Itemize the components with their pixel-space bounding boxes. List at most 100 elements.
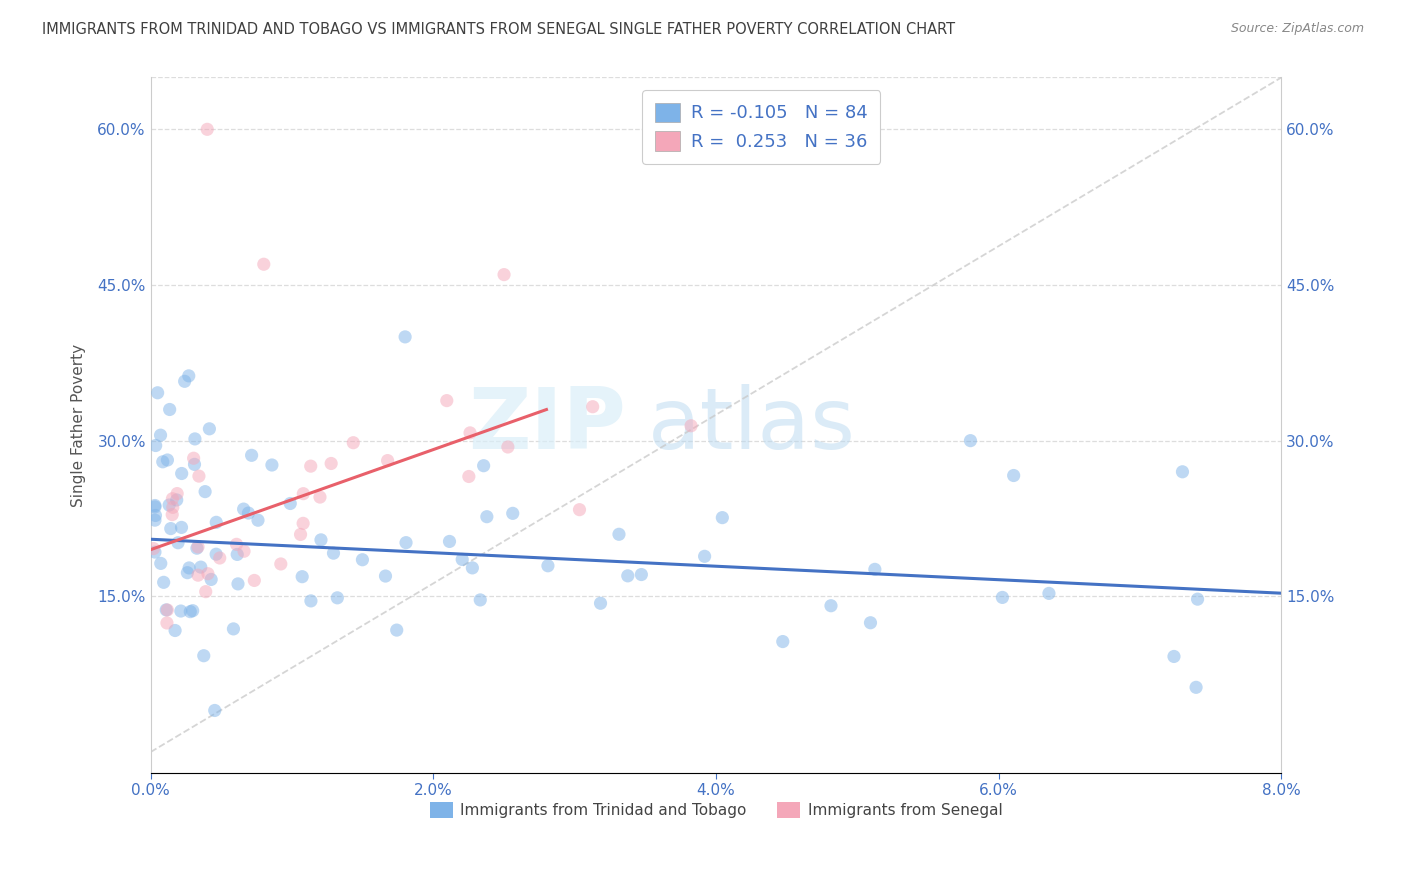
Point [222,622,245,636]
Point [187,540,209,554]
Point [193,648,215,663]
Point [152,575,174,590]
Point [1163,649,1185,664]
Point [183,451,205,466]
Point [352,553,374,567]
Y-axis label: Single Father Poverty: Single Father Poverty [72,343,86,507]
Point [260,458,283,472]
Point [451,552,474,566]
Point [292,516,315,531]
Point [155,603,177,617]
Point [159,522,181,536]
Point [152,455,174,469]
Point [292,486,315,500]
Point [187,469,209,483]
Point [502,507,524,521]
Point [240,448,263,462]
Point [170,604,193,618]
Point [1038,586,1060,600]
Point [309,533,332,547]
Point [156,453,179,467]
Legend: Immigrants from Trinidad and Tobago, Immigrants from Senegal: Immigrants from Trinidad and Tobago, Imm… [423,796,1008,824]
Point [470,593,492,607]
Point [1002,468,1025,483]
Point [156,603,179,617]
Point [200,573,222,587]
Point [299,594,322,608]
Point [177,368,200,383]
Point [166,486,188,500]
Point [395,535,418,549]
Point [377,453,399,467]
Point [711,510,734,524]
Point [820,599,842,613]
Point [326,591,349,605]
Point [187,568,209,582]
Point [475,509,498,524]
Point [166,492,188,507]
Point [589,596,612,610]
Point [246,513,269,527]
Point [179,605,201,619]
Text: ZIP: ZIP [468,384,626,467]
Text: Source: ZipAtlas.com: Source: ZipAtlas.com [1230,22,1364,36]
Point [142,541,165,556]
Point [156,615,179,630]
Point [184,432,207,446]
Point [859,615,882,630]
Point [226,548,249,562]
Point [537,558,560,573]
Point [582,400,605,414]
Point [170,467,193,481]
Point [162,500,184,515]
Point [322,546,344,560]
Point [159,402,181,417]
Point [496,440,519,454]
Point [299,459,322,474]
Text: IMMIGRANTS FROM TRINIDAD AND TOBAGO VS IMMIGRANTS FROM SENEGAL SINGLE FATHER POV: IMMIGRANTS FROM TRINIDAD AND TOBAGO VS I… [42,22,955,37]
Point [179,561,201,575]
Point [243,574,266,588]
Point [1187,592,1209,607]
Point [233,544,256,558]
Point [1185,681,1208,695]
Point [1171,465,1194,479]
Point [149,557,172,571]
Point [607,527,630,541]
Point [270,557,292,571]
Point [863,562,886,576]
Point [186,541,208,556]
Point [173,374,195,388]
Point [309,490,332,504]
Point [693,549,716,564]
Point [143,500,166,514]
Point [145,438,167,452]
Point [457,469,479,483]
Point [205,547,228,561]
Point [253,257,276,271]
Text: atlas: atlas [648,384,856,467]
Point [176,566,198,580]
Point [143,499,166,513]
Point [165,624,187,638]
Point [194,484,217,499]
Point [225,537,247,551]
Point [146,385,169,400]
Point [461,561,484,575]
Point [198,422,221,436]
Point [321,457,343,471]
Point [394,330,416,344]
Point [616,569,638,583]
Point [439,534,461,549]
Point [183,458,205,472]
Point [630,567,652,582]
Point [342,435,364,450]
Point [494,268,516,282]
Point [278,496,301,510]
Point [143,513,166,527]
Point [160,508,183,522]
Point [232,502,254,516]
Point [681,418,703,433]
Point [208,551,231,566]
Point [149,428,172,442]
